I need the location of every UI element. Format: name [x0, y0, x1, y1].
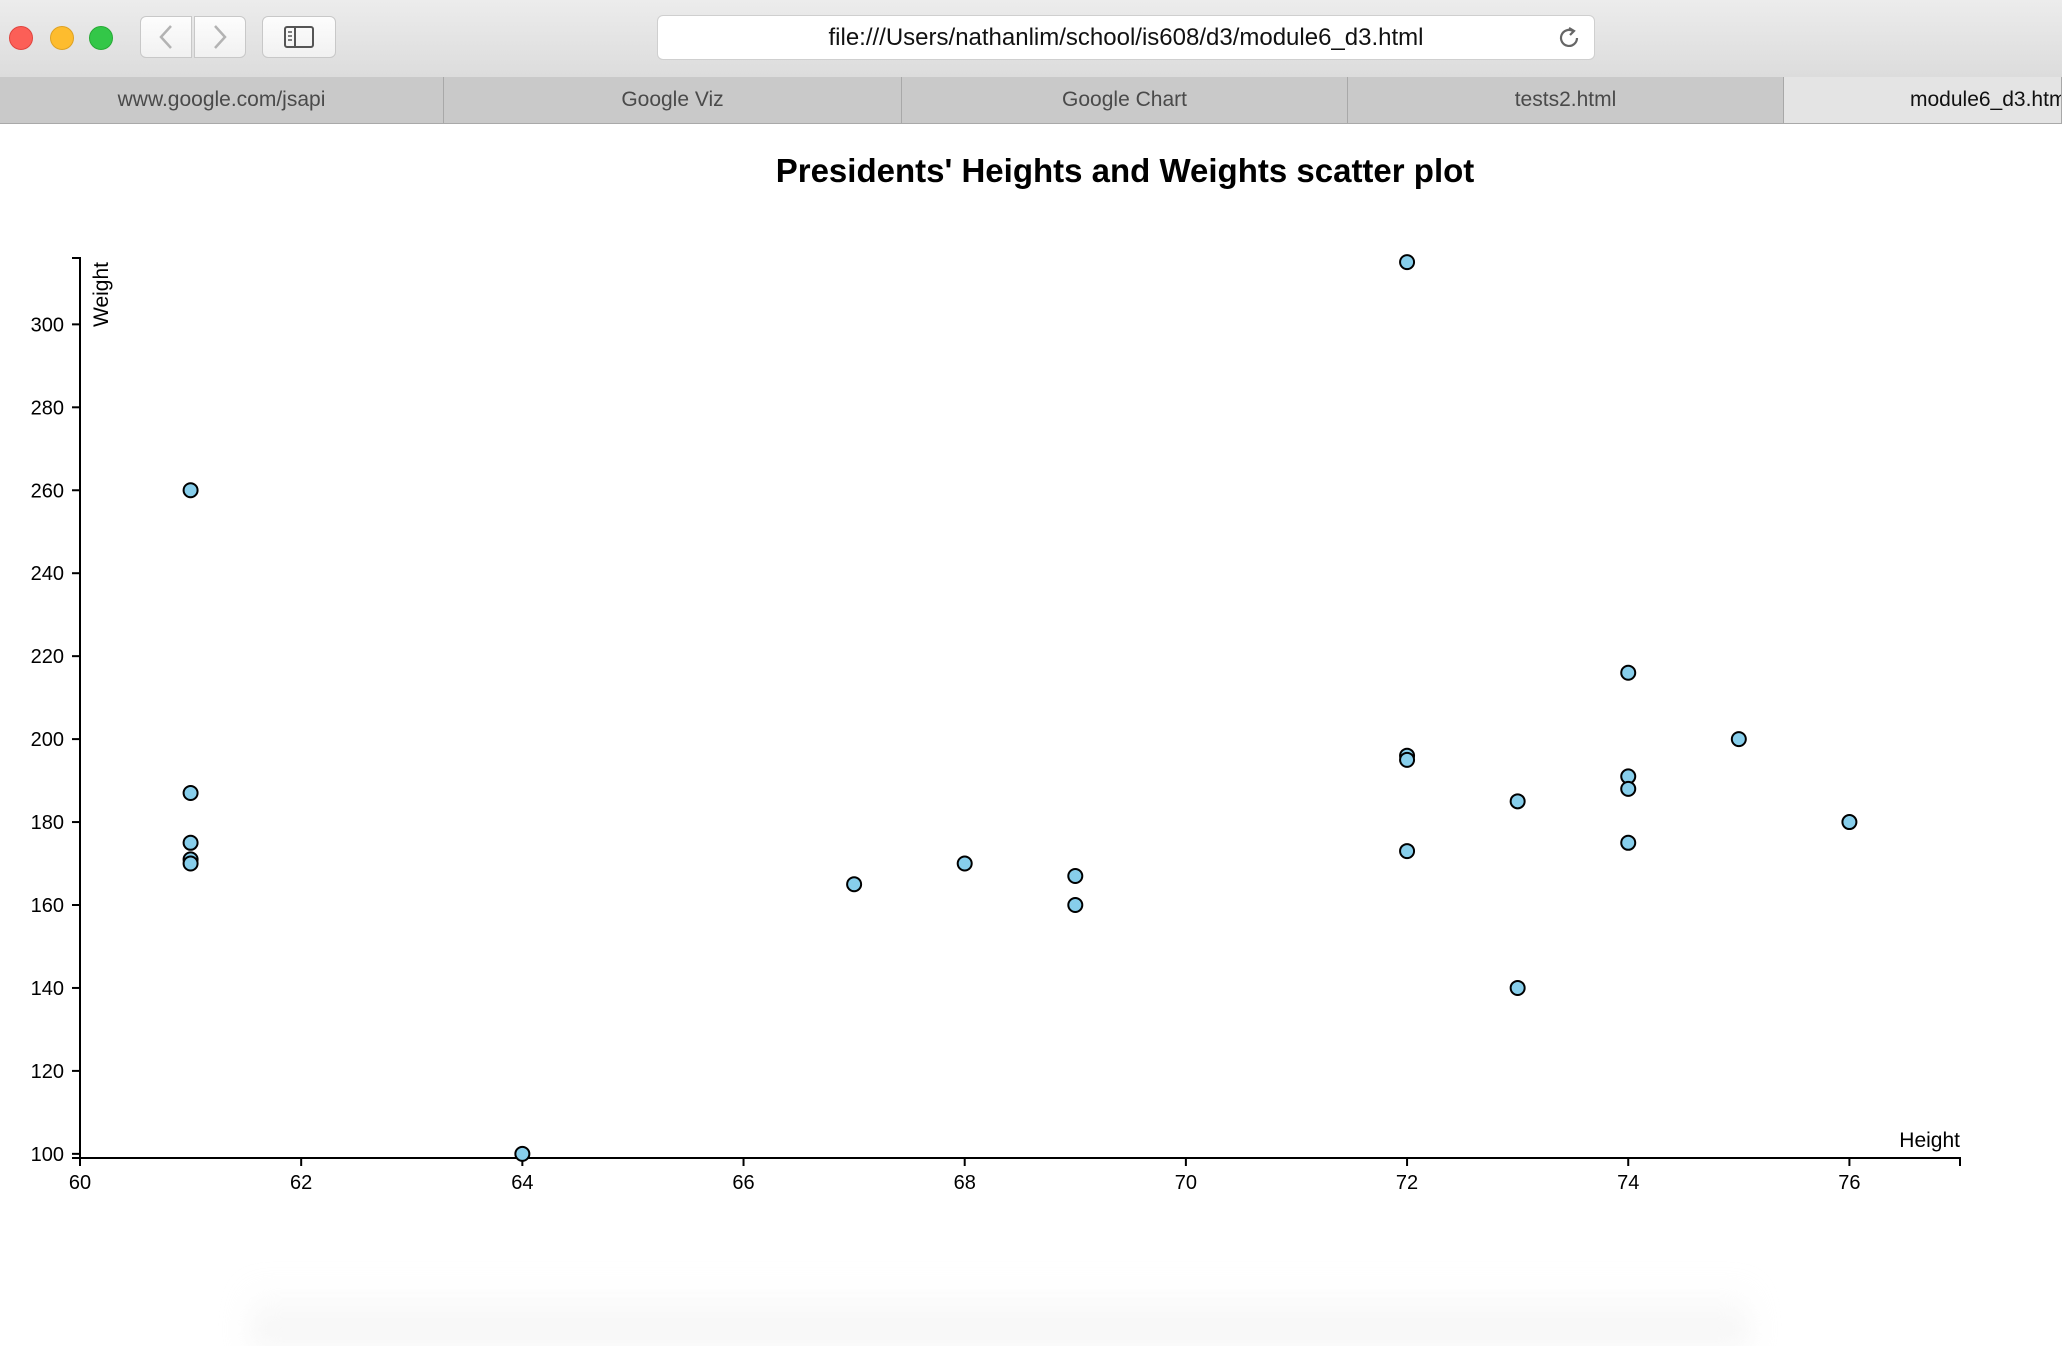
tab-tests2[interactable]: tests2.html — [1348, 77, 1784, 123]
x-axis-line — [79, 1157, 1961, 1166]
x-tick-label: 74 — [1617, 1172, 1639, 1194]
tab-label: tests2.html — [1514, 88, 1617, 111]
tab-google-chart[interactable]: Google Chart — [902, 77, 1348, 123]
data-point — [1730, 731, 1747, 748]
y-tick-label: 120 — [31, 1061, 64, 1083]
zoom-window-icon[interactable] — [89, 26, 113, 50]
chevron-left-icon — [159, 25, 172, 49]
y-tick-label: 200 — [31, 729, 64, 751]
data-point — [1399, 843, 1416, 860]
data-point — [1620, 780, 1637, 797]
address-bar[interactable]: file:///Users/nathanlim/school/is608/d3/… — [657, 15, 1595, 60]
url-text[interactable]: file:///Users/nathanlim/school/is608/d3/… — [828, 24, 1424, 51]
x-tick-label: 60 — [69, 1172, 91, 1194]
y-tick-label: 100 — [31, 1144, 64, 1166]
y-tick-label: 280 — [31, 397, 64, 419]
chart-title: Presidents' Heights and Weights scatter … — [776, 152, 1475, 189]
tab-label: www.google.com/jsapi — [117, 88, 326, 111]
data-point — [1067, 897, 1084, 914]
x-tick-label: 62 — [290, 1172, 312, 1194]
y-axis-label: Weight — [90, 262, 113, 327]
data-point — [1399, 254, 1416, 271]
x-tick-label: 70 — [1175, 1172, 1197, 1194]
data-point — [1509, 793, 1526, 810]
data-point — [1067, 867, 1084, 884]
tab-label: Google Viz — [621, 88, 724, 111]
data-point — [1620, 834, 1637, 851]
close-window-icon[interactable] — [9, 26, 33, 50]
tab-module6-d3[interactable]: module6_d3.html — [1784, 77, 2062, 123]
data-point — [182, 834, 199, 851]
y-tick-label: 180 — [31, 812, 64, 834]
x-tick-label: 66 — [732, 1172, 754, 1194]
x-tick-label: 68 — [954, 1172, 976, 1194]
page-content: Presidents' Heights and Weights scatter … — [0, 124, 2062, 1346]
forward-button[interactable] — [194, 16, 246, 58]
x-axis: 60 62 64 66 68 70 72 74 76 — [69, 1157, 1961, 1194]
reload-icon[interactable] — [1556, 25, 1582, 51]
scatter-chart: Presidents' Heights and Weights scatter … — [31, 152, 1961, 1194]
data-point — [1841, 814, 1858, 831]
y-tick-label: 240 — [31, 563, 64, 585]
data-point — [956, 855, 973, 872]
sidebar-icon — [284, 26, 314, 48]
back-button[interactable] — [140, 16, 192, 58]
tab-google-viz[interactable]: Google Viz — [444, 77, 902, 123]
data-point — [514, 1145, 531, 1162]
y-axis-line — [72, 257, 81, 1159]
y-tick-label: 140 — [31, 978, 64, 1000]
page-shadow — [250, 1284, 1750, 1346]
sidebar-toggle-button[interactable] — [262, 16, 336, 58]
data-point — [1620, 664, 1637, 681]
data-points — [182, 254, 1858, 1162]
y-tick-label: 160 — [31, 895, 64, 917]
data-point — [1399, 751, 1416, 768]
y-tick-label: 300 — [31, 314, 64, 336]
minimize-window-icon[interactable] — [50, 26, 74, 50]
tab-google-jsapi[interactable]: www.google.com/jsapi — [0, 77, 444, 123]
browser-toolbar: file:///Users/nathanlim/school/is608/d3/… — [0, 0, 2062, 78]
tab-label: Google Chart — [1062, 88, 1187, 111]
y-axis: 100 120 140 160 180 200 220 240 260 280 300 — [31, 257, 81, 1166]
x-tick-label: 76 — [1838, 1172, 1860, 1194]
tab-bar: www.google.com/jsapi Google Viz Google C… — [0, 77, 2062, 124]
data-point — [182, 482, 199, 499]
chevron-right-icon — [214, 25, 227, 49]
tab-label: module6_d3.html — [1910, 88, 2062, 111]
data-point — [182, 855, 199, 872]
y-tick-label: 220 — [31, 646, 64, 668]
data-point — [846, 876, 863, 893]
data-point — [1509, 979, 1526, 996]
x-tick-label: 72 — [1396, 1172, 1418, 1194]
y-tick-label: 260 — [31, 480, 64, 502]
x-tick-label: 64 — [511, 1172, 533, 1194]
data-point — [182, 785, 199, 802]
x-axis-label: Height — [1899, 1129, 1960, 1152]
